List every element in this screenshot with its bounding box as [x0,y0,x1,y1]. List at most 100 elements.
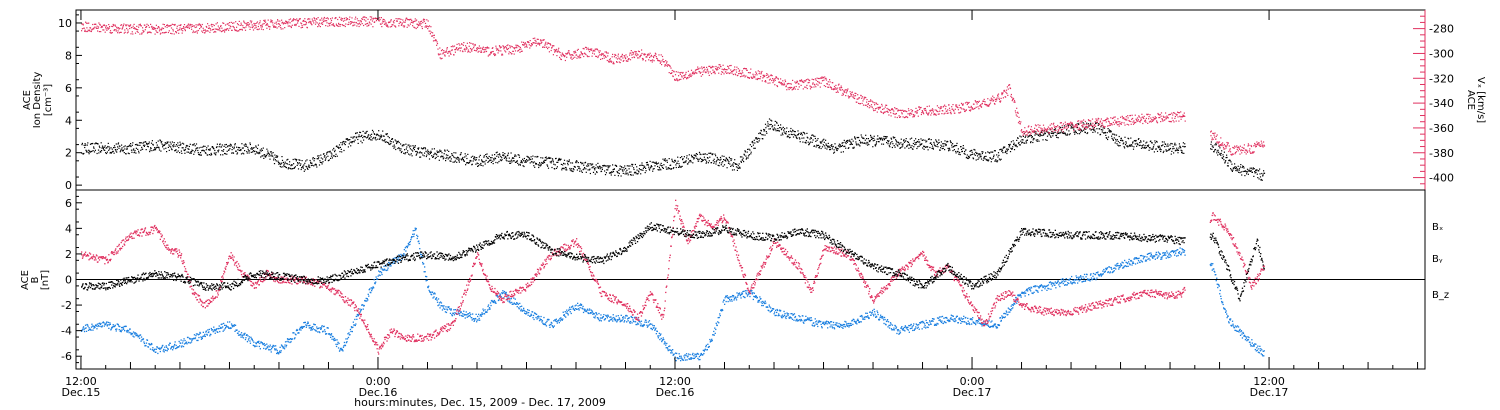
data-point [960,111,962,113]
data-point [108,149,110,151]
data-point [865,143,867,145]
data-point [247,146,249,148]
data-point [305,166,308,168]
data-point [373,136,375,139]
data-point [409,148,411,150]
data-point [703,70,705,72]
data-point [248,150,250,152]
data-point [939,149,941,151]
data-point [756,138,758,140]
data-point [593,49,595,51]
data-point [176,151,178,153]
data-point [184,28,186,30]
data-point [416,153,418,155]
data-point [928,138,930,140]
data-point [198,147,200,149]
data-point [445,157,447,160]
data-point [1036,128,1038,131]
data-point [605,51,607,53]
data-point [252,150,255,152]
data-point [199,154,201,156]
data-point [960,107,962,109]
data-point [713,158,715,160]
data-point [627,172,629,174]
data-point [282,161,284,163]
data-point [351,17,353,19]
data-point [882,137,884,139]
data-point [303,24,305,26]
data-point [853,95,855,97]
data-point [841,94,843,96]
data-point [429,33,431,35]
data-point [593,53,595,55]
data-point [1023,142,1025,144]
data-point [925,146,927,148]
data-point [1069,133,1071,135]
data-point [718,165,720,167]
data-point [245,145,247,147]
data-point [1121,121,1123,124]
data-point [1143,140,1145,142]
data-point [894,107,896,109]
data-point [853,146,855,148]
data-point [932,147,934,149]
data-point [739,166,741,168]
data-point [787,87,789,89]
data-point [675,166,677,169]
data-point [394,139,396,141]
data-point [993,154,995,156]
data-point [868,144,870,146]
data-point [1102,129,1104,131]
data-point [213,148,215,150]
data-point [1070,127,1072,129]
data-point [742,157,744,159]
data-point [93,28,95,30]
data-point [1103,120,1106,122]
data-point [149,151,151,153]
data-point [982,159,984,161]
data-point [632,163,634,166]
data-point [526,44,528,46]
data-point [568,52,570,54]
data-point [1013,142,1015,144]
data-point [641,49,643,51]
data-point [281,22,283,24]
data-point [1098,123,1100,125]
data-point [374,21,376,23]
data-point [543,160,545,162]
data-point [909,144,911,146]
data-point [571,162,574,164]
data-point [914,142,916,144]
data-point [490,52,492,54]
data-point [428,158,431,160]
data-point [177,142,179,144]
data-point [886,110,889,112]
data-point [747,77,749,79]
data-point [139,23,141,25]
data-point [186,144,188,147]
data-point [85,21,87,23]
data-point [166,24,168,26]
data-point [806,87,808,90]
data-point [288,167,290,169]
data-point [1095,125,1097,127]
data-point [1018,144,1020,146]
data-point [1259,173,1261,175]
data-point [1057,129,1059,131]
data-point [419,22,421,24]
data-point [341,144,343,146]
data-point [365,131,367,133]
data-point [691,74,693,76]
data-point [85,22,88,24]
data-point [1101,122,1103,124]
data-point [604,174,607,176]
data-point [1124,136,1126,138]
data-point [793,86,795,88]
data-point [540,40,542,42]
data-point [808,79,810,81]
data-point [1020,140,1022,142]
data-point [672,75,674,78]
data-point [367,134,370,136]
data-point [612,63,614,65]
data-point [94,26,96,28]
